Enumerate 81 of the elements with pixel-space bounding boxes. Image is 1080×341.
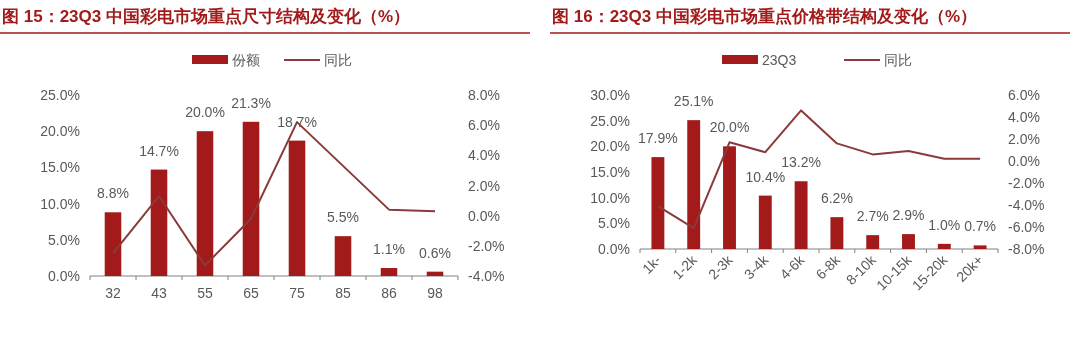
x-tick-label: 86 <box>381 285 397 301</box>
bar <box>723 146 736 249</box>
bar <box>104 212 122 276</box>
x-tick-label: 32 <box>105 285 121 301</box>
bar <box>242 121 260 276</box>
data-label: 1.1% <box>373 241 405 258</box>
y2-tick-label: 6.0% <box>1008 87 1040 103</box>
bar <box>150 169 168 276</box>
x-tick-label: 6-8k <box>812 251 844 283</box>
y-tick-label: 15.0% <box>40 159 80 176</box>
y-tick-label: 30.0% <box>590 87 630 103</box>
y2-tick-label: -4.0% <box>1008 197 1045 213</box>
y2-tick-label: -8.0% <box>1008 241 1045 257</box>
data-label: 18.7% <box>277 113 317 130</box>
y-tick-label: 10.0% <box>40 195 80 212</box>
data-label: 14.7% <box>139 142 179 159</box>
data-label: 0.6% <box>419 244 451 261</box>
data-label: 8.8% <box>97 185 129 202</box>
data-label: 17.9% <box>638 130 678 147</box>
x-tick-label: 3-4k <box>740 251 773 283</box>
bar <box>651 157 665 249</box>
y-tick-label: 0.0% <box>48 268 80 284</box>
y-tick-label: 20.0% <box>590 138 630 155</box>
data-label: 25.1% <box>673 93 714 110</box>
data-label: 1.0% <box>928 216 961 233</box>
data-label: 10.4% <box>745 168 786 185</box>
y2-tick-label: 0.0% <box>468 207 500 224</box>
bar <box>380 268 398 276</box>
chart-title: 图 16：23Q3 中国彩电市场重点价格带结构及变化（%） <box>552 7 978 26</box>
legend-label: 23Q3 <box>762 52 797 68</box>
bar <box>902 234 915 249</box>
x-tick-label: 55 <box>197 285 213 301</box>
data-label: 2.7% <box>856 208 889 225</box>
data-label: 20.0% <box>185 104 225 121</box>
data-label: 20.0% <box>709 119 750 136</box>
data-label: 13.2% <box>781 154 821 171</box>
bar <box>288 140 306 276</box>
x-tick-label: 43 <box>151 285 167 301</box>
data-label: 21.3% <box>231 94 271 111</box>
bar <box>937 243 951 249</box>
y2-tick-label: -6.0% <box>1008 219 1045 235</box>
bar <box>334 236 352 276</box>
y2-tick-label: 4.0% <box>468 147 500 164</box>
chart-title: 图 15：23Q3 中国彩电市场重点尺寸结构及变化（%） <box>2 7 411 26</box>
x-tick-label: 75 <box>289 285 305 301</box>
bar <box>866 235 880 249</box>
y2-tick-label: -4.0% <box>468 268 505 284</box>
x-tick-label: 85 <box>335 285 351 301</box>
y2-tick-label: 0.0% <box>1008 153 1040 169</box>
y-tick-label: 25.0% <box>590 112 630 129</box>
y-tick-label: 0.0% <box>598 241 630 257</box>
bar <box>758 195 772 249</box>
y2-tick-label: -2.0% <box>468 237 505 254</box>
legend-label: 同比 <box>324 52 352 68</box>
y2-tick-label: 2.0% <box>468 177 500 194</box>
data-label: 5.5% <box>327 209 359 226</box>
y2-tick-label: 8.0% <box>468 87 500 103</box>
data-label: 6.2% <box>820 190 853 207</box>
y-tick-label: 25.0% <box>40 87 80 103</box>
y-tick-label: 15.0% <box>590 164 630 180</box>
y2-tick-label: 4.0% <box>1008 109 1040 125</box>
data-label: 0.7% <box>964 218 997 235</box>
y2-tick-label: -2.0% <box>1008 175 1045 191</box>
bar <box>687 120 701 249</box>
bar <box>830 217 844 249</box>
x-tick-label: 4-6k <box>776 251 808 283</box>
y-tick-label: 10.0% <box>590 189 630 206</box>
data-label: 2.9% <box>892 207 925 224</box>
y-tick-label: 5.0% <box>48 231 80 248</box>
y2-tick-label: 2.0% <box>1008 131 1040 147</box>
bar <box>973 245 987 249</box>
y-tick-label: 20.0% <box>40 123 80 140</box>
x-tick-label: 1k- <box>638 251 665 277</box>
legend-label: 份额 <box>232 52 260 68</box>
bar <box>196 131 214 276</box>
x-tick-label: 65 <box>243 285 259 301</box>
legend-label: 同比 <box>884 52 912 68</box>
y2-tick-label: 6.0% <box>468 117 500 134</box>
x-tick-label: 98 <box>427 285 443 301</box>
y-tick-label: 5.0% <box>598 215 630 232</box>
bar <box>794 181 808 249</box>
